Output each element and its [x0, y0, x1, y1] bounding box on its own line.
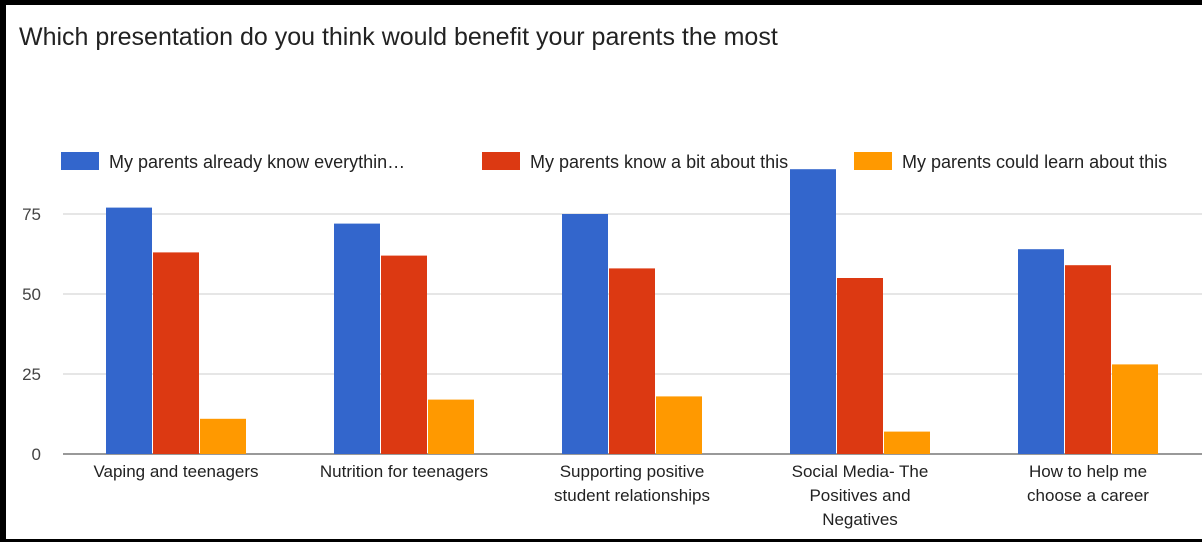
bar-3-5 — [1112, 364, 1158, 454]
legend-swatch-2 — [482, 152, 520, 170]
bar-2-1 — [153, 252, 199, 454]
bar-2-5 — [1065, 265, 1111, 454]
category-label: Vaping and teenagers — [93, 462, 258, 481]
chart-title: Which presentation do you think would be… — [19, 23, 778, 51]
category-label: student relationships — [554, 486, 710, 505]
bar-1-2 — [334, 223, 380, 454]
chart-frame: Which presentation do you think would be… — [6, 5, 1202, 539]
category-label: choose a career — [1027, 486, 1149, 505]
y-tick-label: 75 — [22, 205, 41, 224]
y-tick-label: 25 — [22, 365, 41, 384]
bar-1-1 — [106, 207, 152, 454]
bar-2-4 — [837, 278, 883, 454]
y-tick-label: 50 — [22, 285, 41, 304]
category-label: Social Media- The — [792, 462, 929, 481]
category-label: Positives and — [809, 486, 910, 505]
bar-2-2 — [381, 255, 427, 454]
bar-3-1 — [200, 418, 246, 454]
legend-label-2: My parents know a bit about this — [530, 152, 788, 172]
bar-chart: 0 25 50 75 Vaping and teenagers Nutrition for… — [22, 152, 1202, 529]
bar-1-3 — [562, 214, 608, 454]
bar-3-2 — [428, 399, 474, 454]
category-label: Nutrition for teenagers — [320, 462, 488, 481]
category-label: How to help me — [1029, 462, 1147, 481]
bar-1-5 — [1018, 249, 1064, 454]
bar-1-4 — [790, 169, 836, 454]
legend-swatch-1 — [61, 152, 99, 170]
category-label: Supporting positive — [560, 462, 705, 481]
bar-3-4 — [884, 431, 930, 454]
y-tick-label: 0 — [32, 445, 41, 464]
legend-label-1: My parents already know everythin… — [109, 152, 405, 172]
bar-2-3 — [609, 268, 655, 454]
bar-3-3 — [656, 396, 702, 454]
category-label: Negatives — [822, 510, 898, 529]
legend-label-3: My parents could learn about this — [902, 152, 1167, 172]
legend-swatch-3 — [854, 152, 892, 170]
